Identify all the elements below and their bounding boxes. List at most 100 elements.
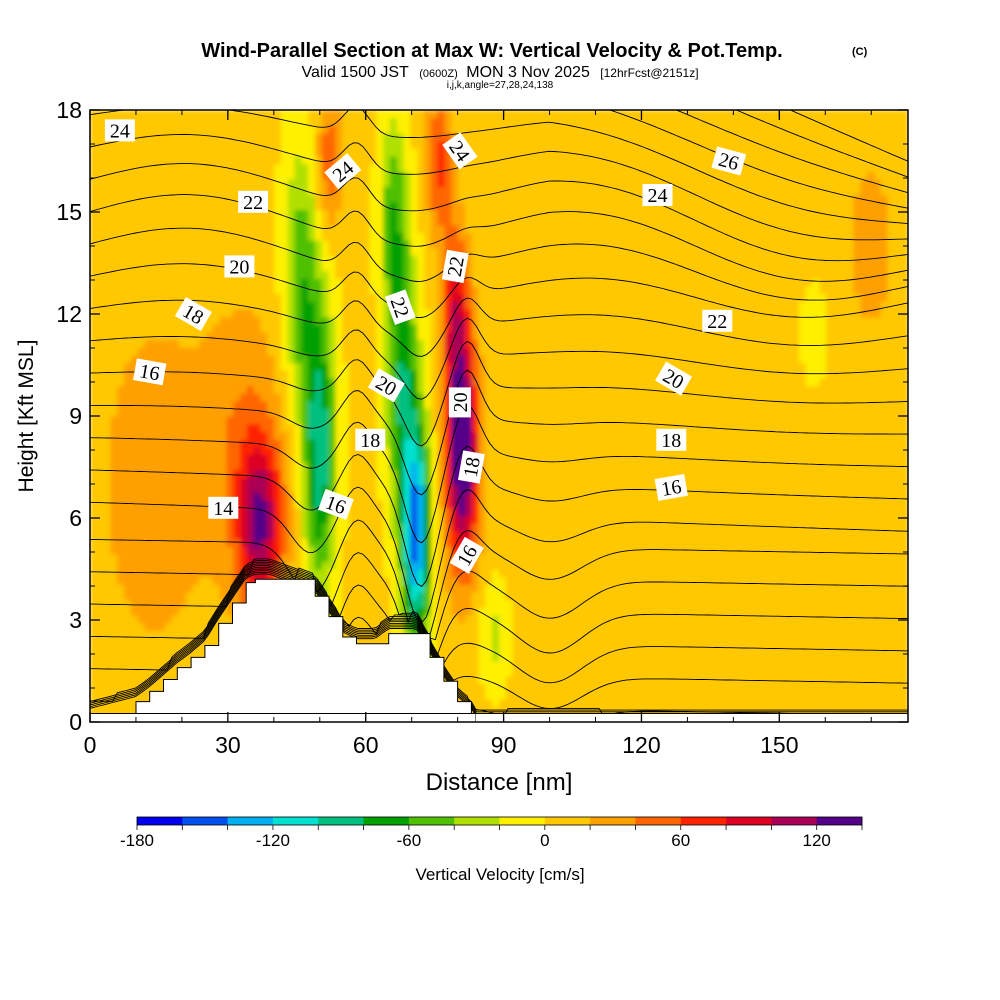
velocity-cell	[355, 454, 364, 463]
velocity-cell	[635, 507, 643, 517]
velocity-cell	[683, 683, 691, 692]
velocity-cell	[526, 630, 534, 639]
velocity-cell	[492, 507, 500, 517]
velocity-cell	[758, 699, 766, 708]
velocity-cell	[178, 546, 187, 555]
velocity-cell	[342, 584, 350, 593]
velocity-cell	[444, 584, 452, 593]
velocity-cell	[458, 530, 466, 539]
velocity-cell	[567, 683, 575, 692]
velocity-cell	[444, 477, 452, 486]
velocity-cell	[130, 469, 139, 478]
velocity-cell	[792, 576, 800, 585]
velocity-cell	[580, 676, 589, 685]
velocity-cell	[553, 660, 561, 670]
velocity-cell	[826, 584, 834, 593]
velocity-cell	[608, 546, 616, 555]
velocity-cell	[805, 614, 814, 624]
velocity-cell	[178, 599, 187, 608]
velocity-cell	[546, 416, 555, 425]
velocity-cell	[383, 546, 391, 555]
velocity-cell	[396, 576, 405, 585]
velocity-cell	[505, 591, 514, 601]
velocity-cell	[437, 599, 446, 608]
velocity-cell	[144, 484, 152, 494]
velocity-cell	[137, 492, 146, 501]
velocity-cell	[798, 660, 807, 670]
velocity-cell	[614, 676, 623, 685]
velocity-cell	[723, 660, 732, 670]
velocity-cell	[812, 515, 820, 524]
velocity-cell	[349, 576, 357, 585]
velocity-cell	[267, 492, 275, 501]
velocity-cell	[233, 484, 241, 494]
velocity-cell	[573, 607, 582, 616]
velocity-cell	[396, 538, 405, 547]
velocity-cell	[553, 492, 561, 501]
velocity-cell	[478, 599, 486, 608]
velocity-cell	[901, 614, 908, 624]
velocity-cell	[185, 492, 193, 501]
velocity-cell	[287, 530, 296, 539]
velocity-cell	[860, 561, 868, 570]
velocity-cell	[178, 591, 187, 601]
velocity-cell	[703, 630, 711, 639]
velocity-cell	[478, 607, 486, 616]
velocity-cell	[471, 614, 480, 624]
velocity-cell	[417, 454, 425, 463]
velocity-cell	[901, 691, 908, 700]
velocity-cell	[867, 561, 875, 570]
velocity-cell	[130, 484, 139, 494]
velocity-cell	[430, 591, 439, 601]
velocity-cell	[751, 576, 759, 585]
velocity-cell	[437, 416, 446, 425]
velocity-cell	[212, 431, 221, 440]
velocity-cell	[124, 500, 132, 509]
velocity-cell	[655, 561, 664, 570]
velocity-cell	[512, 653, 521, 662]
velocity-cell	[437, 400, 446, 409]
velocity-cell	[887, 507, 895, 517]
velocity-cell	[274, 454, 282, 463]
velocity-cell	[308, 507, 316, 517]
velocity-cell	[580, 591, 589, 601]
velocity-cell	[199, 599, 207, 608]
velocity-cell	[458, 637, 466, 647]
velocity-cell	[519, 668, 527, 677]
velocity-cell	[478, 645, 486, 654]
velocity-cell	[635, 653, 643, 662]
velocity-cell	[587, 484, 596, 494]
velocity-cell	[505, 683, 514, 692]
velocity-cell	[894, 653, 902, 662]
velocity-cell	[614, 431, 623, 440]
velocity-cell	[151, 484, 159, 494]
velocity-cell	[512, 538, 521, 547]
velocity-cell	[819, 454, 827, 463]
velocity-cell	[758, 446, 766, 455]
velocity-cell	[417, 553, 425, 562]
velocity-cell	[730, 607, 739, 616]
velocity-cell	[676, 538, 684, 547]
velocity-cell	[464, 653, 473, 662]
velocity-cell	[594, 676, 602, 685]
velocity-cell	[301, 477, 309, 486]
velocity-cell	[171, 553, 180, 562]
velocity-cell	[839, 469, 848, 478]
velocity-cell	[573, 576, 582, 585]
velocity-cell	[860, 507, 868, 517]
velocity-cell	[512, 706, 521, 715]
velocity-cell	[499, 630, 507, 639]
velocity-cell	[669, 660, 677, 670]
velocity-cell	[737, 438, 745, 448]
velocity-cell	[710, 454, 718, 463]
velocity-cell	[274, 423, 282, 432]
velocity-cell	[417, 546, 425, 555]
velocity-cell	[499, 507, 507, 517]
velocity-cell	[164, 653, 173, 662]
velocity-cell	[689, 653, 698, 662]
velocity-cell	[239, 561, 248, 570]
velocity-cell	[553, 561, 561, 570]
velocity-cell	[533, 699, 541, 708]
velocity-cell	[239, 484, 248, 494]
velocity-cell	[560, 691, 568, 700]
